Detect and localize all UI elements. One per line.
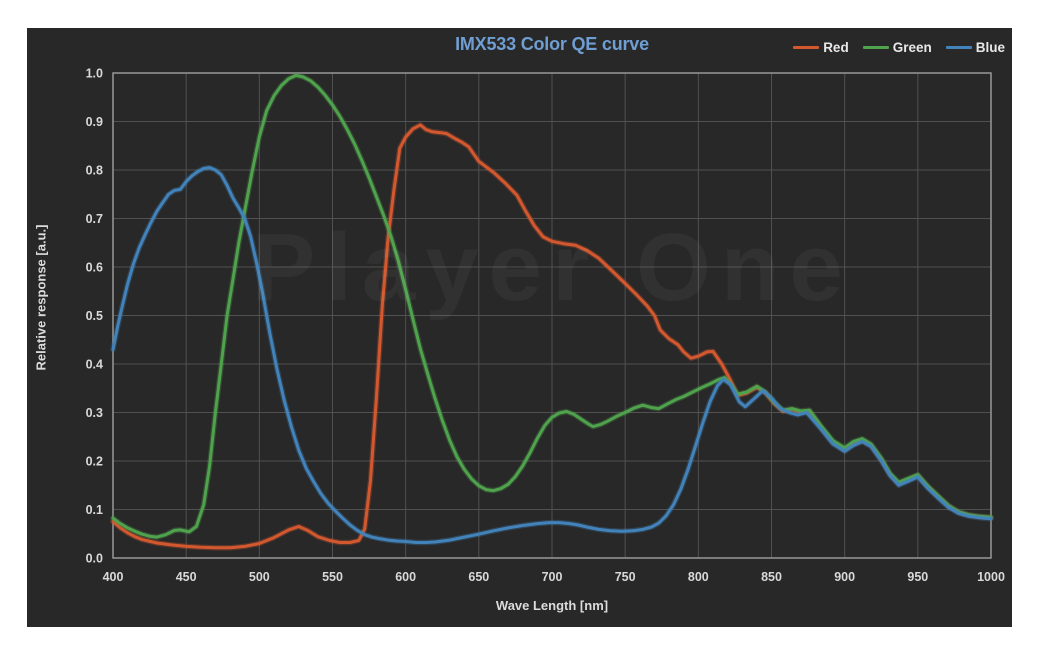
- y-tick-label: 0.6: [86, 261, 103, 275]
- y-tick-label: 0.0: [86, 552, 103, 566]
- legend-swatch-green: [862, 46, 889, 49]
- legend-item-green: Green: [862, 40, 932, 55]
- x-tick-label: 600: [395, 570, 416, 584]
- blue-curve: [111, 166, 993, 544]
- x-tick-label: 800: [688, 570, 709, 584]
- y-tick-label: 0.5: [86, 309, 103, 323]
- legend-label: Blue: [975, 40, 1005, 55]
- x-tick-label: 500: [249, 570, 270, 584]
- legend-label: Red: [823, 40, 849, 55]
- x-tick-label: 900: [834, 570, 855, 584]
- x-tick-label: 400: [103, 570, 124, 584]
- x-tick-label: 700: [542, 570, 563, 584]
- legend: Red Green Blue: [793, 40, 1005, 55]
- x-tick-label: 450: [176, 570, 197, 584]
- plot-area: 400 450 500 550 600 650 700 750 800 850 900 950 1000…: [86, 67, 1005, 585]
- y-tick-label: 0.9: [86, 115, 103, 129]
- y-tick-label: 0.3: [86, 406, 103, 420]
- x-tick-label: 650: [468, 570, 489, 584]
- x-axis-label: Wave Length [nm]: [495, 598, 609, 613]
- x-tick-label: 1000: [977, 570, 1005, 584]
- y-tick-label: 0.1: [86, 503, 103, 517]
- plot-frame: [112, 72, 992, 559]
- qe-curve-chart: 400 450 500 550 600 650 700 750 800 850 900 950 1000…: [27, 28, 1012, 627]
- y-tick-label: 0.4: [86, 358, 103, 372]
- x-tick-label: 550: [322, 570, 343, 584]
- y-tick-label: 0.2: [86, 455, 103, 469]
- green-curve: [111, 73, 993, 539]
- y-tick-label: 0.8: [86, 164, 103, 178]
- legend-item-blue: Blue: [945, 40, 1005, 55]
- legend-item-red: Red: [793, 40, 849, 55]
- chart-title: IMX533 Color QE curve: [455, 34, 649, 54]
- x-tick-label: 950: [907, 570, 928, 584]
- x-tick-label: 850: [761, 570, 782, 584]
- y-tick-label: 1.0: [86, 67, 103, 81]
- x-tick-label: 750: [615, 570, 636, 584]
- legend-swatch-blue: [945, 46, 972, 49]
- y-axis-label: Relative response [a.u.]: [33, 224, 49, 371]
- y-tick-label: 0.7: [86, 212, 103, 226]
- legend-swatch-red: [793, 46, 820, 49]
- legend-label: Green: [892, 40, 932, 55]
